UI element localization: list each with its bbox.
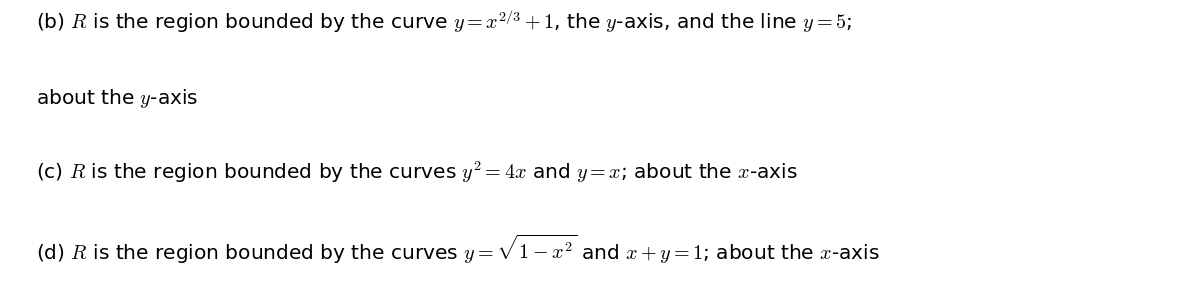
Text: (d) $R$ is the region bounded by the curves $y = \sqrt{1 - x^2}$ and $x + y = 1$: (d) $R$ is the region bounded by the cur… — [36, 233, 880, 266]
Text: (c) $R$ is the region bounded by the curves $y^2 = 4x$ and $y = x$; about the $x: (c) $R$ is the region bounded by the cur… — [36, 160, 798, 185]
Text: about the $y$-axis: about the $y$-axis — [36, 87, 198, 110]
Text: (b) $R$ is the region bounded by the curve $y = x^{2/3} + 1$, the $y$-axis, and : (b) $R$ is the region bounded by the cur… — [36, 8, 852, 35]
